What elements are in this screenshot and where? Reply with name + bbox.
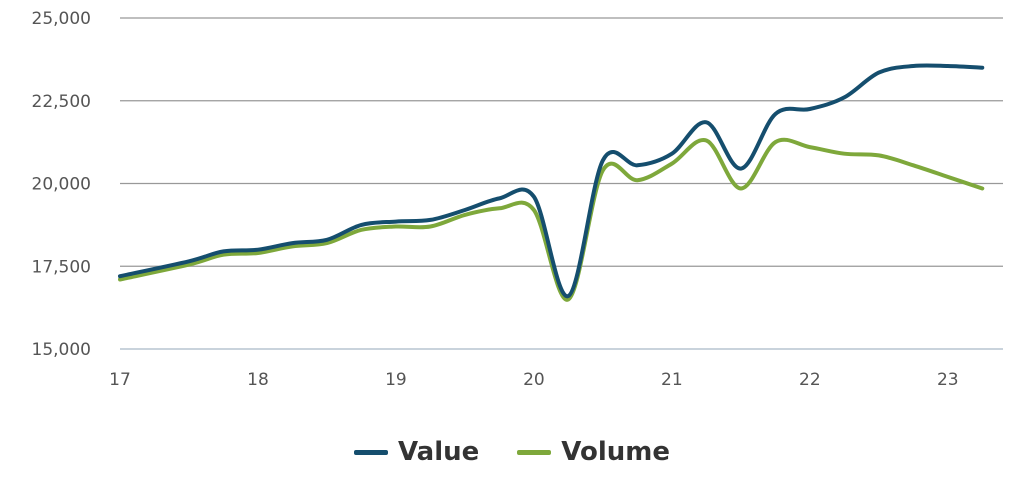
series-line-volume [118,137,985,302]
x-axis-ticks: 17 18 19 20 21 22 23 [109,370,958,390]
legend-item-value: Value [353,437,480,467]
x-tick-label: 19 [385,370,407,390]
legend-label-value: Value [397,437,480,467]
y-tick-label: 20,000 [32,175,91,195]
legend-swatch-value [353,449,388,455]
y-tick-label: 25,000 [32,9,91,29]
legend-item-volume: Volume [517,437,670,467]
legend: Value Volume [0,432,1024,472]
series-line-value [118,63,985,299]
y-tick-label: 17,500 [32,257,91,277]
y-tick-label: 22,500 [32,92,91,112]
x-tick-label: 18 [247,370,269,390]
series-lines [118,63,985,302]
x-tick-label: 20 [523,370,545,390]
x-tick-label: 23 [937,370,959,390]
y-axis-ticks: 15,000 17,500 20,000 22,500 25,000 [32,9,91,360]
x-tick-label: 22 [799,370,821,390]
y-tick-label: 15,000 [32,340,91,360]
line-chart: 15,000 17,500 20,000 22,500 25,000 17 18 19 20 2… [32,9,1003,390]
grid-lines [120,17,1003,350]
x-tick-label: 17 [109,370,131,390]
legend-swatch-volume [517,449,552,455]
legend-label-volume: Volume [561,437,671,467]
x-tick-label: 21 [661,370,683,390]
